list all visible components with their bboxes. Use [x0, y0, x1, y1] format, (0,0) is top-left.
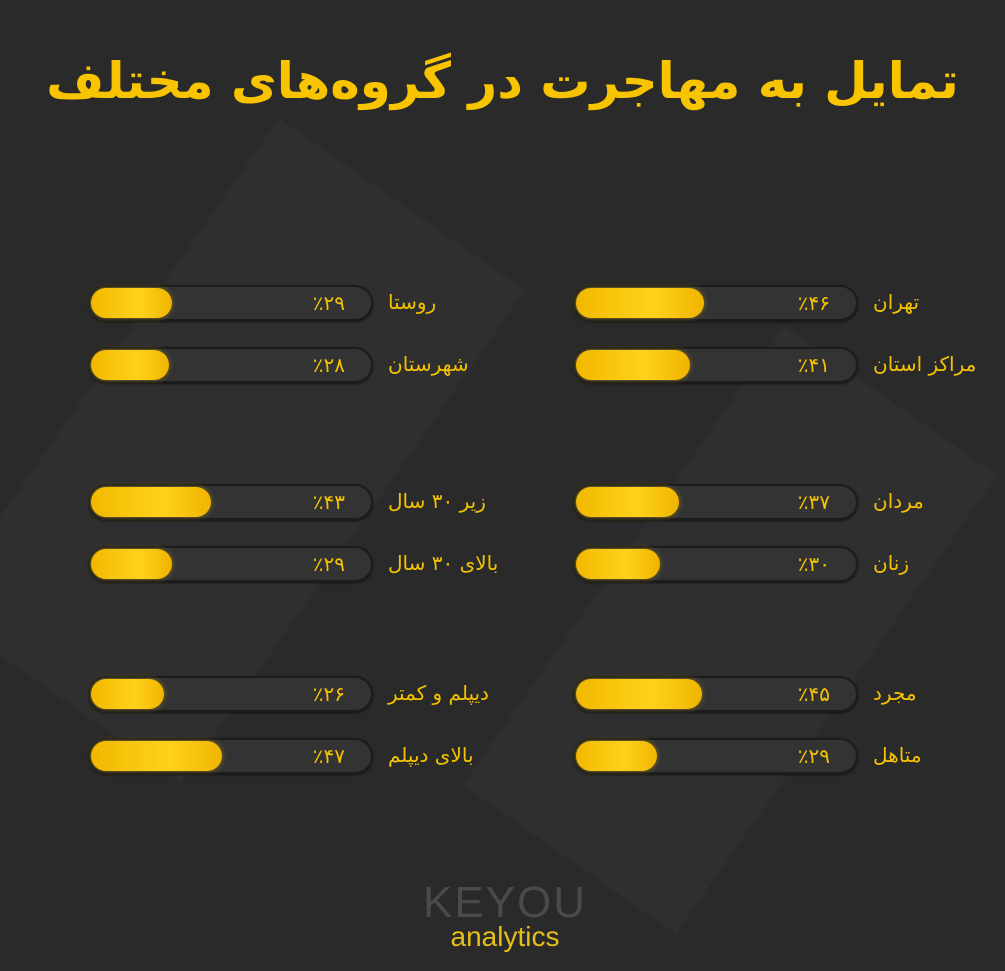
bar-track: ٪۲۹	[88, 285, 373, 321]
bar-fill	[576, 549, 660, 579]
bar-category-label: مردان	[873, 489, 924, 513]
bar-category-label: زیر ۳۰ سال	[388, 489, 486, 513]
bar-fill	[576, 487, 679, 517]
background-shape	[462, 326, 998, 934]
bar-value-label: ٪۲۹	[312, 552, 345, 576]
logo-keyou: KEYOU	[422, 878, 588, 927]
bar-category-label: بالای دیپلم	[388, 743, 474, 767]
bar-value-label: ٪۲۹	[797, 744, 830, 768]
bar-value-label: ٪۴۶	[797, 291, 830, 315]
bar-value-label: ٪۲۶	[312, 682, 345, 706]
bar-track: ٪۴۱	[573, 347, 858, 383]
bar-category-label: روستا	[388, 290, 437, 314]
chart-title: تمایل به مهاجرت در گروه‌های مختلف	[46, 52, 959, 110]
bar-track: ٪۳۷	[573, 484, 858, 520]
bar-track: ٪۴۵	[573, 676, 858, 712]
bar-category-label: تهران	[873, 290, 920, 314]
bar-fill	[576, 350, 690, 380]
bar-value-label: ٪۲۸	[312, 353, 345, 377]
bar-fill	[91, 487, 211, 517]
bar-track: ٪۲۶	[88, 676, 373, 712]
bar-category-label: زنان	[873, 551, 910, 575]
bar-fill	[576, 741, 657, 771]
bar-fill	[91, 679, 164, 709]
bar-category-label: دیپلم و کمتر	[388, 681, 489, 705]
bar-fill	[576, 679, 702, 709]
bar-value-label: ٪۴۱	[797, 353, 830, 377]
logo: KEYOU analytics	[420, 878, 590, 952]
bar-value-label: ٪۳۰	[797, 552, 830, 576]
logo-analytics: analytics	[450, 921, 560, 952]
bar-category-label: بالای ۳۰ سال	[388, 551, 499, 575]
bar-track: ٪۲۹	[573, 738, 858, 774]
bar-fill	[576, 288, 704, 318]
bar-category-label: مراکز استان	[873, 352, 977, 376]
bar-track: ٪۴۶	[573, 285, 858, 321]
bar-category-label: شهرستان	[388, 352, 469, 376]
bar-value-label: ٪۴۵	[797, 682, 830, 706]
bar-value-label: ٪۲۹	[312, 291, 345, 315]
bar-category-label: متاهل	[873, 743, 922, 767]
bar-value-label: ٪۴۳	[312, 490, 345, 514]
bar-track: ٪۳۰	[573, 546, 858, 582]
bar-track: ٪۴۷	[88, 738, 373, 774]
bar-category-label: مجرد	[873, 681, 917, 705]
bar-value-label: ٪۳۷	[797, 490, 830, 514]
bar-fill	[91, 741, 222, 771]
bar-track: ٪۴۳	[88, 484, 373, 520]
bar-fill	[91, 288, 172, 318]
bar-fill	[91, 350, 169, 380]
bar-fill	[91, 549, 172, 579]
bar-track: ٪۲۸	[88, 347, 373, 383]
bar-track: ٪۲۹	[88, 546, 373, 582]
bar-value-label: ٪۴۷	[312, 744, 345, 768]
